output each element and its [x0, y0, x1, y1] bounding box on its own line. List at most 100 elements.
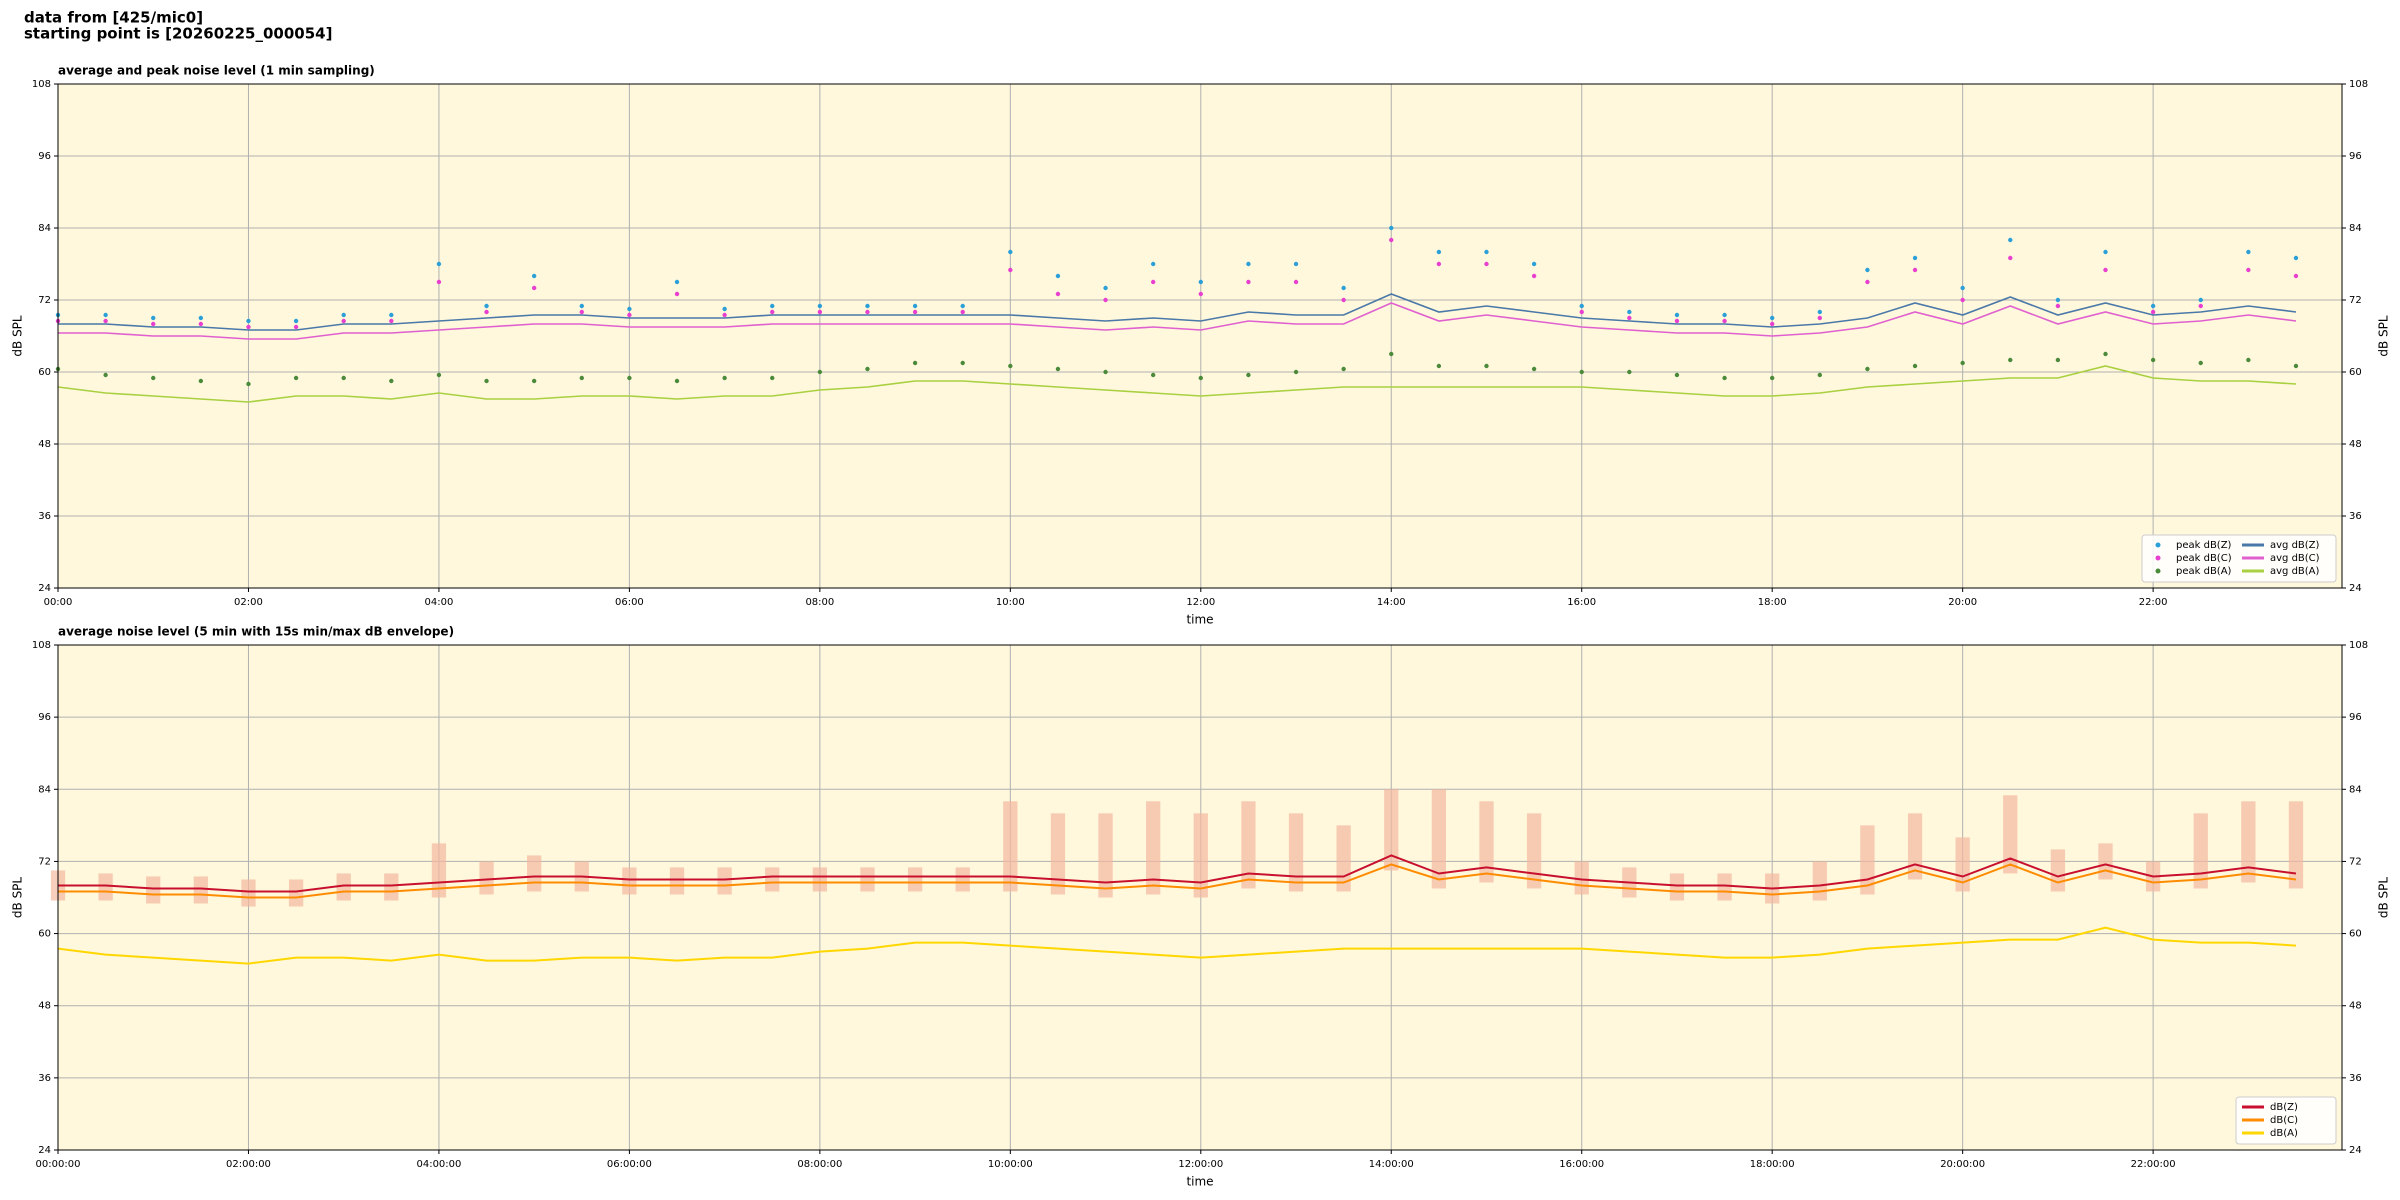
x-tick-label: 10:00:00: [988, 1159, 1033, 1170]
peak-point: [1150, 261, 1156, 267]
envelope-band: [1907, 813, 1923, 880]
peak-point: [912, 360, 918, 366]
peak-point: [1389, 351, 1394, 357]
x-axis-label: time: [1186, 613, 1213, 627]
peak-point: [627, 375, 632, 381]
peak-point: [1865, 366, 1870, 372]
y-tick-label: 60: [38, 929, 51, 940]
y2-tick-label: 36: [2349, 511, 2362, 522]
envelope-band: [669, 867, 685, 895]
y-tick-label: 108: [32, 79, 51, 90]
y-tick-label: 36: [38, 511, 51, 522]
peak-point: [1198, 291, 1203, 297]
peak-point: [722, 306, 727, 312]
y2-tick-label: 96: [2349, 151, 2362, 162]
legend-label: peak dB(Z): [2176, 540, 2232, 551]
x-tick-label: 02:00:00: [226, 1159, 271, 1170]
envelope-band: [1955, 837, 1970, 892]
y-tick-label: 84: [38, 223, 51, 234]
x-tick-label: 20:00: [1948, 597, 1977, 608]
peak-point: [2150, 357, 2156, 363]
peak-point: [674, 378, 680, 384]
x-axis-label: time: [1186, 1175, 1213, 1189]
peak-point: [2246, 267, 2251, 273]
legend-label: avg dB(C): [2270, 553, 2320, 564]
envelope-band: [2288, 801, 2304, 889]
x-tick-label: 06:00: [615, 597, 644, 608]
peak-point: [2055, 297, 2061, 303]
peak-point: [103, 372, 108, 378]
legend-label: dB(C): [2270, 1115, 2298, 1126]
x-tick-label: 22:00:00: [2131, 1159, 2176, 1170]
peak-point: [2246, 249, 2251, 255]
legend-marker: [2155, 568, 2161, 574]
peak-point: [1817, 315, 1823, 321]
legend-label: dB(Z): [2270, 1102, 2298, 1113]
peak-point: [151, 321, 156, 327]
y2-tick-label: 84: [2349, 223, 2362, 234]
header-line: data from [425/mic0]: [24, 9, 203, 27]
peak-point: [1865, 267, 1870, 273]
peak-point: [1008, 249, 1013, 255]
x-tick-label: 18:00: [1758, 597, 1787, 608]
envelope-band: [717, 867, 732, 895]
peak-point: [1627, 315, 1632, 321]
envelope-band: [1384, 789, 1399, 871]
y2-tick-label: 48: [2349, 439, 2362, 450]
envelope-band: [479, 861, 494, 895]
peak-point: [246, 318, 251, 324]
envelope-band: [1669, 873, 1685, 901]
y2-tick-label: 72: [2349, 295, 2362, 306]
peak-point: [770, 375, 775, 381]
peak-point: [484, 378, 489, 384]
y2-tick-label: 72: [2349, 856, 2362, 867]
peak-point: [1055, 273, 1061, 279]
envelope-band: [2003, 795, 2018, 874]
peak-point: [1293, 369, 1299, 375]
peak-point: [1865, 279, 1870, 285]
peak-point: [865, 303, 870, 309]
peak-point: [1531, 273, 1537, 279]
y-tick-label: 96: [38, 712, 51, 723]
peak-point: [2150, 303, 2156, 309]
x-tick-label: 00:00:00: [36, 1159, 81, 1170]
peak-point: [198, 315, 204, 321]
peak-point: [1960, 297, 1965, 303]
peak-point: [2198, 360, 2203, 366]
legend-label: peak dB(C): [2176, 553, 2232, 564]
header-line: starting point is [20260225_000054]: [24, 25, 332, 43]
y2-axis-label: dB SPL: [2377, 877, 2391, 919]
peak-point: [1722, 375, 1727, 381]
peak-point: [389, 378, 394, 384]
peak-point: [1008, 267, 1013, 273]
envelope-band: [1812, 861, 1827, 901]
envelope-band: [1717, 873, 1732, 901]
peak-point: [1674, 312, 1680, 318]
peak-point: [2055, 303, 2061, 309]
peak-point: [865, 309, 870, 315]
plot-frame: [57, 83, 2343, 589]
peak-point: [2198, 297, 2203, 303]
x-tick-label: 16:00: [1567, 597, 1596, 608]
envelope-band: [1050, 813, 1066, 895]
y-tick-label: 72: [38, 856, 51, 867]
envelope-band: [98, 873, 113, 901]
y2-tick-label: 36: [2349, 1073, 2362, 1084]
peak-point: [1769, 321, 1775, 327]
peak-point: [1627, 369, 1632, 375]
y-tick-label: 72: [38, 295, 51, 306]
x-tick-label: 00:00: [44, 597, 73, 608]
envelope-band: [527, 855, 542, 892]
peak-point: [912, 309, 918, 315]
peak-point: [2008, 237, 2013, 243]
y-tick-label: 24: [38, 583, 51, 594]
envelope-band: [1098, 813, 1113, 898]
peak-point: [1055, 366, 1061, 372]
peak-point: [1579, 309, 1584, 315]
envelope-band: [1479, 801, 1494, 883]
peak-point: [1389, 225, 1394, 231]
peak-point: [2150, 309, 2156, 315]
y-tick-label: 108: [32, 640, 51, 651]
envelope-band: [1193, 813, 1208, 898]
